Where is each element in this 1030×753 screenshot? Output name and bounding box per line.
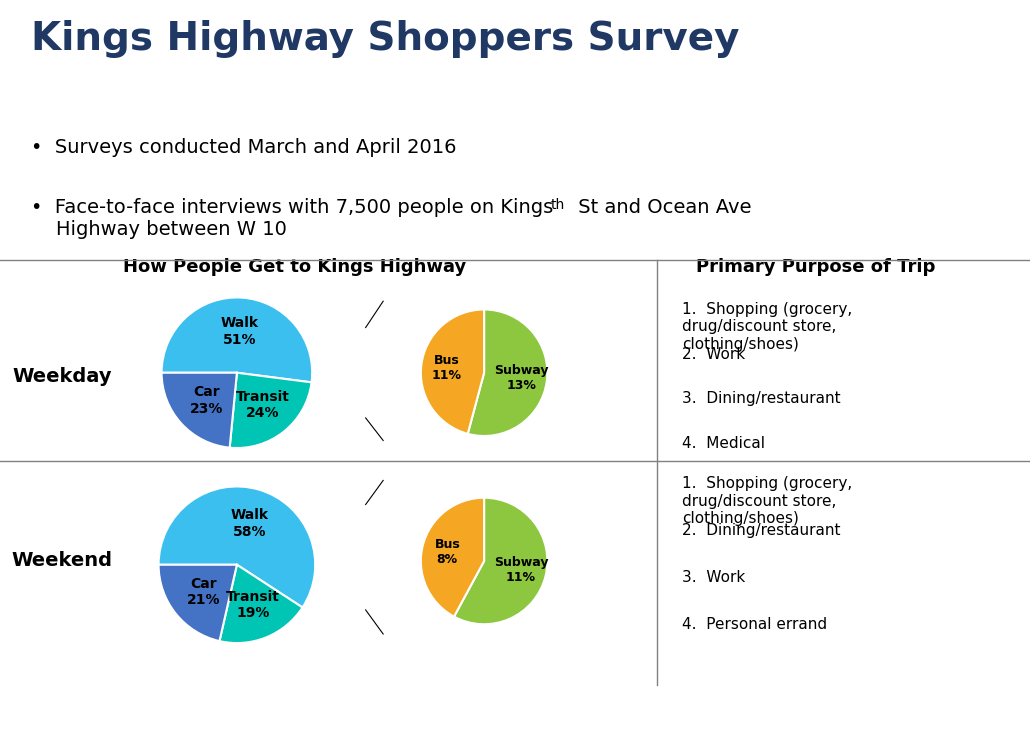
Text: 2.  Dining/restaurant: 2. Dining/restaurant (682, 523, 840, 538)
Text: How People Get to Kings Highway: How People Get to Kings Highway (123, 258, 466, 276)
Text: Car
23%: Car 23% (190, 386, 222, 416)
Text: Walk
51%: Walk 51% (220, 316, 259, 346)
Text: +select: +select (21, 710, 96, 728)
Wedge shape (421, 309, 484, 434)
Text: Subway
11%: Subway 11% (493, 556, 548, 584)
Wedge shape (162, 373, 237, 448)
Text: Bus
8%: Bus 8% (435, 538, 460, 566)
Wedge shape (421, 498, 484, 617)
Wedge shape (219, 565, 303, 643)
Text: 2.  Work: 2. Work (682, 346, 746, 361)
Text: 18: 18 (976, 710, 999, 728)
Text: 4.  Medical: 4. Medical (682, 436, 765, 451)
Text: St and Ocean Ave: St and Ocean Ave (572, 198, 751, 218)
Text: •  Face-to-face interviews with 7,500 people on Kings
    Highway between W 10: • Face-to-face interviews with 7,500 peo… (31, 198, 553, 239)
Text: 4.  Personal errand: 4. Personal errand (682, 617, 827, 633)
Text: busservice: busservice (85, 710, 182, 728)
Text: Weekend: Weekend (11, 551, 112, 571)
Text: Weekday: Weekday (12, 367, 111, 386)
Text: 3.  Work: 3. Work (682, 571, 746, 585)
Wedge shape (468, 309, 547, 436)
Wedge shape (159, 565, 237, 641)
Text: Transit
24%: Transit 24% (236, 390, 289, 420)
Text: Kings Highway Shoppers Survey: Kings Highway Shoppers Survey (31, 20, 740, 58)
Wedge shape (454, 498, 547, 624)
Text: Walk
58%: Walk 58% (230, 508, 268, 538)
Text: th: th (551, 198, 565, 212)
Wedge shape (230, 373, 312, 448)
Text: •  Surveys conducted March and April 2016: • Surveys conducted March and April 2016 (31, 139, 456, 157)
Text: 3.  Dining/restaurant: 3. Dining/restaurant (682, 392, 842, 407)
Text: Bus
11%: Bus 11% (432, 354, 461, 382)
Text: Car
21%: Car 21% (186, 577, 220, 607)
Text: 1.  Shopping (grocery,
drug/discount store,
clothing/shoes): 1. Shopping (grocery, drug/discount stor… (682, 302, 853, 352)
Text: Transit
19%: Transit 19% (227, 590, 280, 620)
Text: Primary Purpose of Trip: Primary Purpose of Trip (696, 258, 935, 276)
Text: Subway
13%: Subway 13% (494, 364, 549, 392)
Wedge shape (162, 297, 312, 383)
Text: 1.  Shopping (grocery,
drug/discount store,
clothing/shoes): 1. Shopping (grocery, drug/discount stor… (682, 477, 853, 526)
Wedge shape (159, 486, 315, 608)
